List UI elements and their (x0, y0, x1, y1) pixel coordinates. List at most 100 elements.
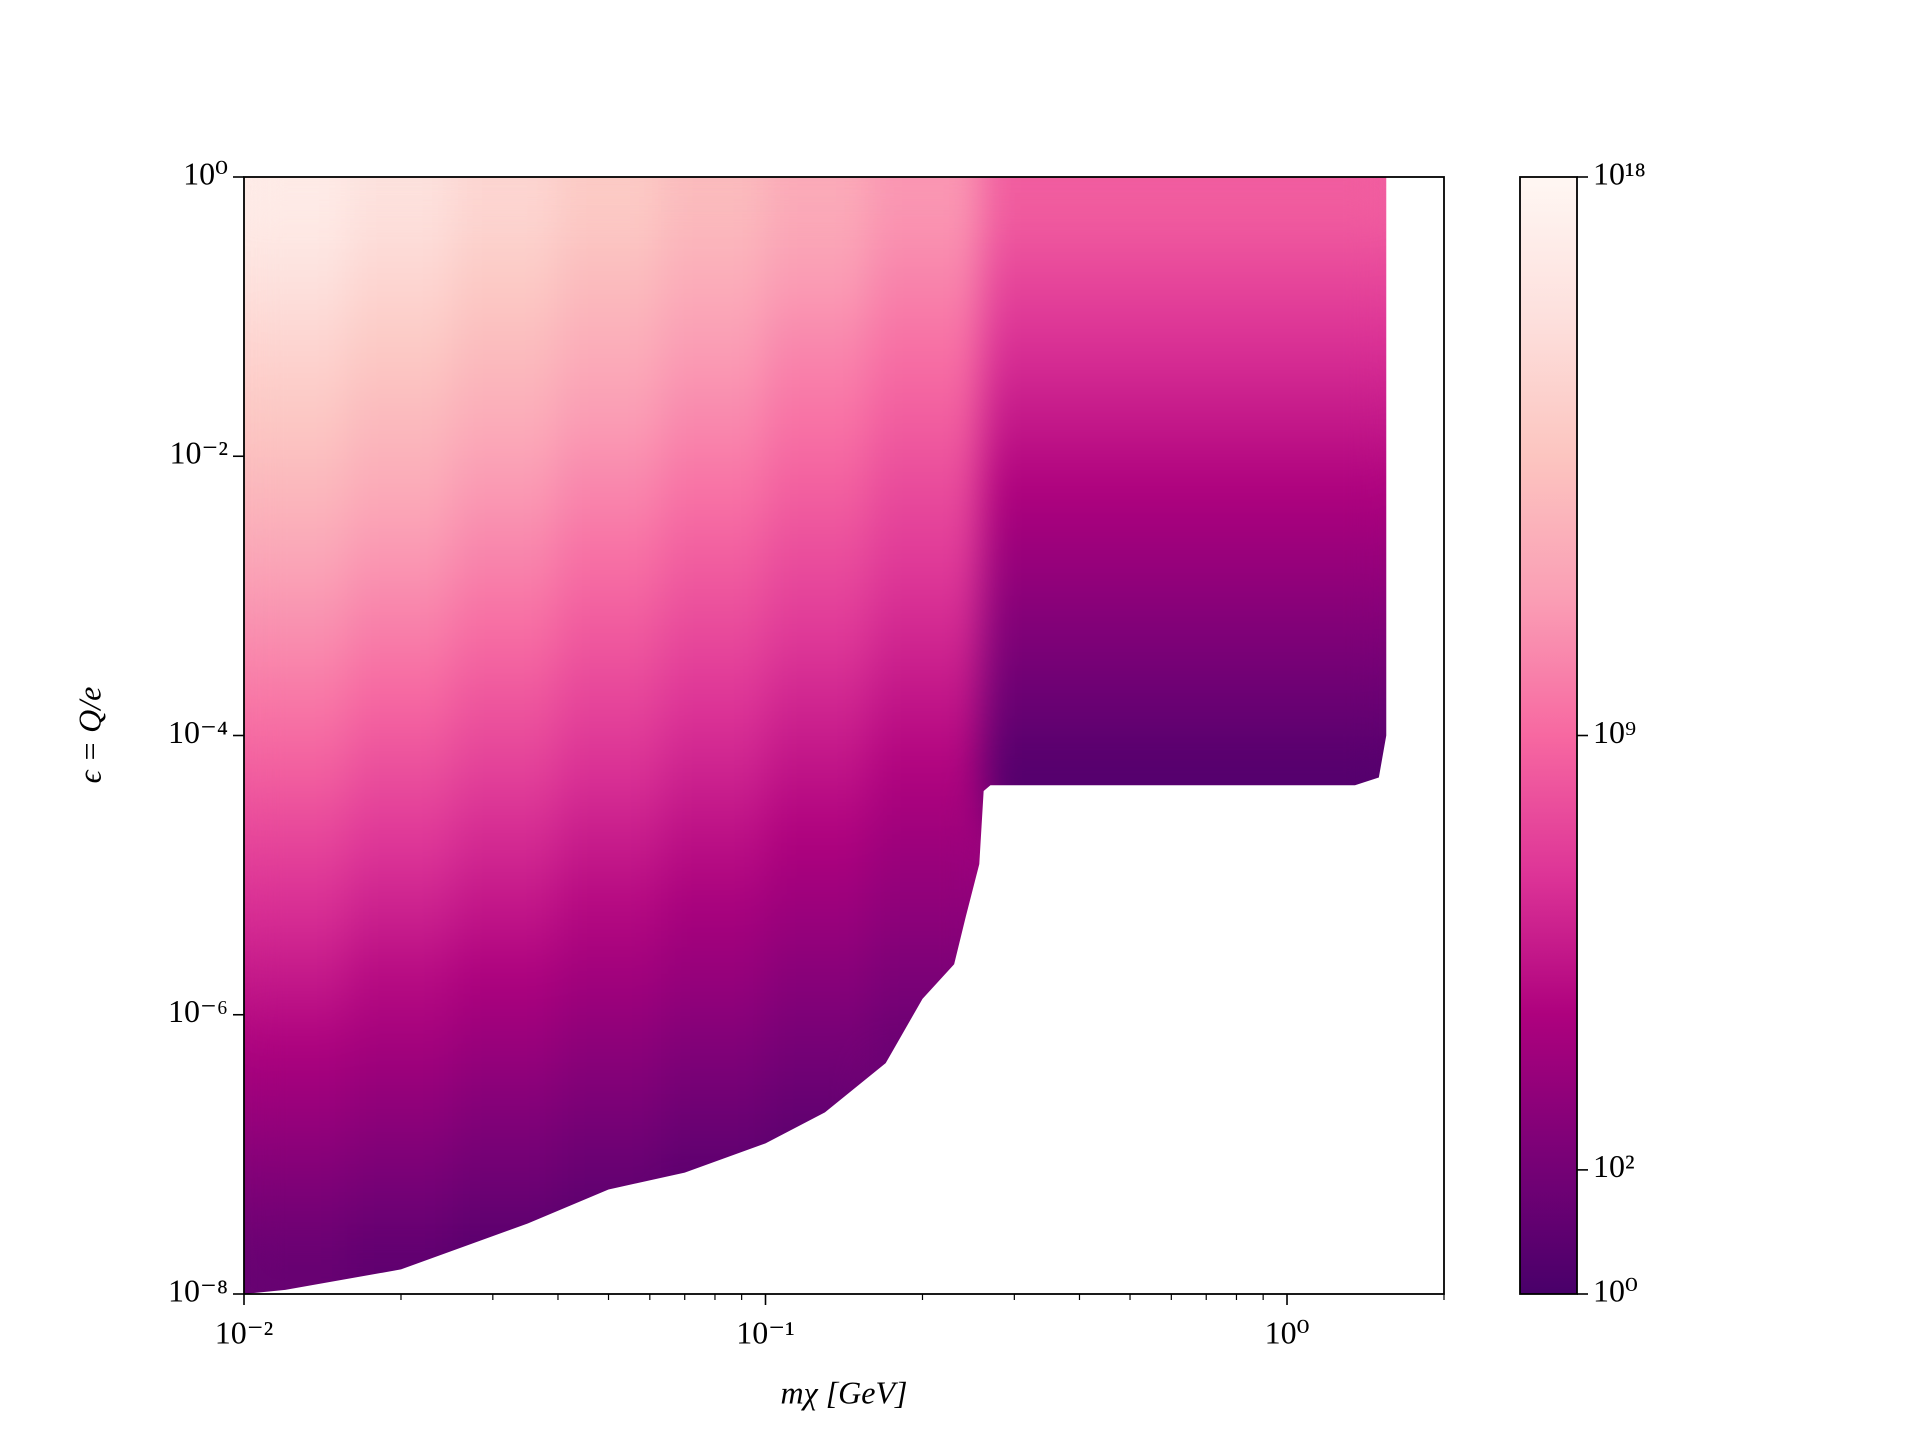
heat-cell (1182, 246, 1288, 318)
heat-cell (244, 456, 349, 527)
heat-cell (765, 1014, 870, 1086)
heat-cell (661, 177, 767, 248)
heat-cell (661, 526, 767, 597)
heat-cell (244, 1154, 349, 1225)
heat-cell (1079, 386, 1183, 457)
heat-cell (347, 456, 453, 527)
heat-cell (1182, 456, 1288, 527)
heat-cell (452, 944, 558, 1016)
heat-cell (1079, 316, 1183, 387)
heat-cell (452, 665, 558, 736)
heat-cell (452, 456, 558, 527)
heat-cell (1079, 665, 1183, 736)
heat-cell (661, 875, 767, 946)
heat-cell (869, 1014, 983, 1086)
heat-cell (1287, 665, 1387, 736)
heat-cell (244, 526, 349, 597)
heat-cell (765, 805, 870, 876)
heat-cell (556, 875, 662, 946)
colorbar (1519, 176, 1578, 1295)
heat-cell (765, 595, 870, 667)
heat-cell (765, 1154, 870, 1225)
heat-cell (765, 526, 870, 597)
heat-cell (1182, 177, 1288, 248)
field (244, 177, 1387, 1294)
heat-cell (244, 316, 349, 387)
heat-cell (981, 246, 1080, 318)
field-cells (244, 177, 1387, 1294)
heat-cell (1182, 386, 1288, 457)
heat-cell (1287, 526, 1387, 597)
heat-cell (347, 875, 453, 946)
heat-cell (1287, 735, 1387, 806)
heat-cell (869, 177, 983, 248)
heat-cell (661, 386, 767, 457)
heat-cell (765, 665, 870, 736)
heat-cell (869, 875, 983, 946)
heat-cell (347, 177, 453, 248)
heat-cell (661, 805, 767, 876)
heat-cell (1287, 595, 1387, 667)
heat-cell (765, 735, 870, 806)
x-tick-label: 10⁻¹ (736, 1314, 794, 1350)
heat-cell (244, 875, 349, 946)
heat-cell (1079, 735, 1183, 806)
heat-cell (765, 246, 870, 318)
heat-cell (1182, 526, 1288, 597)
heat-cell (1287, 386, 1387, 457)
heat-cell (869, 316, 983, 387)
heat-cell (347, 805, 453, 876)
heat-cell (765, 875, 870, 946)
heat-cell (869, 595, 983, 667)
heat-cell (347, 386, 453, 457)
heat-cell (244, 1224, 349, 1294)
heat-cell (661, 1084, 767, 1155)
heat-cell (556, 246, 662, 318)
heat-cell (556, 456, 662, 527)
heat-cell (452, 1014, 558, 1086)
heat-cell (452, 805, 558, 876)
heat-cell (661, 316, 767, 387)
heat-cell (556, 1084, 662, 1155)
heat-cell (1287, 316, 1387, 387)
x-axis-label: mχ [GeV] (781, 1374, 908, 1410)
heat-cell (661, 735, 767, 806)
heat-cell (556, 526, 662, 597)
heat-cell (244, 665, 349, 736)
heat-cell (452, 1224, 558, 1294)
heat-cell (661, 456, 767, 527)
heat-cell (981, 665, 1080, 736)
heat-cell (244, 1084, 349, 1155)
heat-cell (556, 665, 662, 736)
heat-cell (347, 1154, 453, 1225)
heat-cell (1079, 456, 1183, 527)
heat-cell (244, 805, 349, 876)
heat-cell (1079, 246, 1183, 318)
heat-cell (452, 735, 558, 806)
heat-cell (244, 1014, 349, 1086)
heat-cell (347, 1014, 453, 1086)
heat-cell (765, 177, 870, 248)
heat-cell (556, 177, 662, 248)
heat-cell (1079, 177, 1183, 248)
heat-cell (661, 595, 767, 667)
x-tick-label: 10⁻² (215, 1314, 273, 1350)
y-tick-label: 10⁻² (170, 435, 228, 471)
heat-cell (452, 246, 558, 318)
heat-cell (556, 805, 662, 876)
heat-cell (661, 944, 767, 1016)
heat-cell (981, 316, 1080, 387)
heat-cell (244, 386, 349, 457)
heat-cell (347, 944, 453, 1016)
colorbar-tick-label: 10⁹ (1593, 714, 1636, 750)
heat-cell (981, 595, 1080, 667)
heat-cell (765, 456, 870, 527)
heat-cell (244, 246, 349, 318)
heat-cell (452, 595, 558, 667)
heat-cell (244, 735, 349, 806)
heat-cell (981, 735, 1080, 806)
heat-cell (452, 1084, 558, 1155)
heat-cell (347, 1084, 453, 1155)
heat-cell (556, 316, 662, 387)
